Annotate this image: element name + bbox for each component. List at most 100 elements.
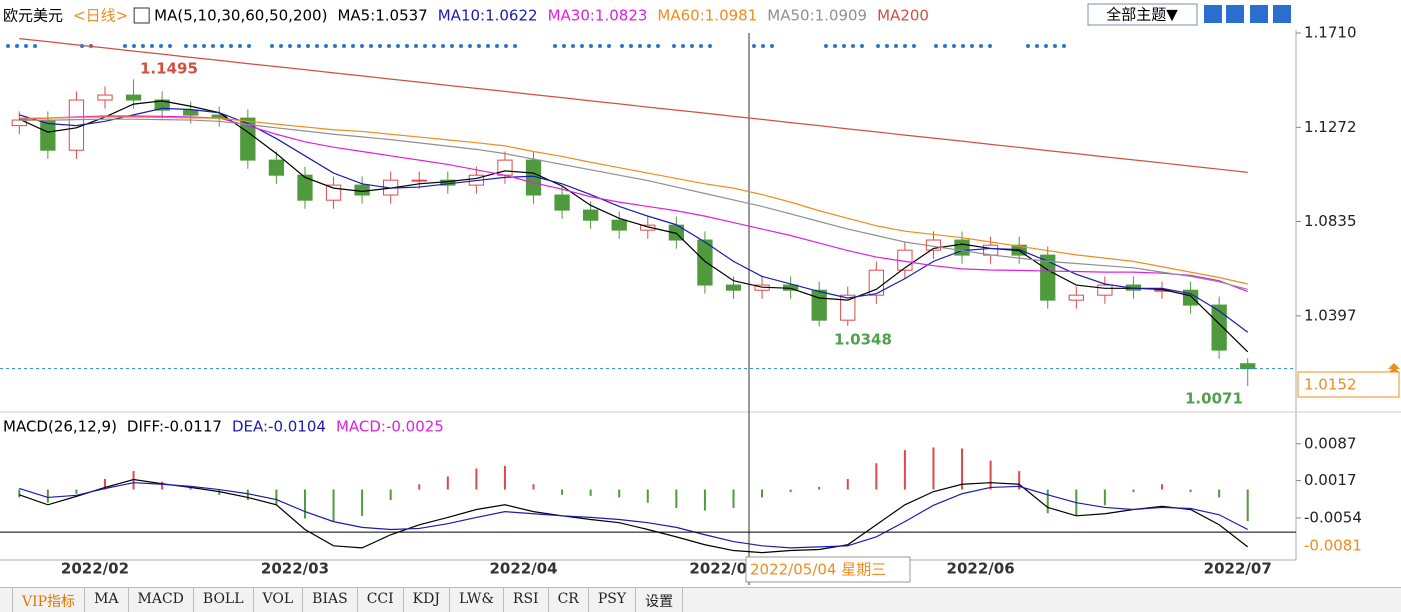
theme-button[interactable]: [1087, 3, 1198, 26]
tab[interactable]: MACD: [129, 588, 194, 612]
tab[interactable]: BOLL: [194, 588, 254, 612]
signal-dot: [279, 44, 283, 48]
legend-text: MA5:1.0537: [337, 7, 427, 25]
y-tick-label: 1.1710: [1304, 24, 1357, 42]
signal-dot: [297, 44, 301, 48]
tab[interactable]: BIAS: [303, 588, 358, 612]
background: [0, 0, 1401, 587]
candle-body: [1040, 254, 1056, 301]
signal-dot: [647, 44, 651, 48]
series-line: [19, 100, 1249, 353]
signal-dot: [270, 44, 274, 48]
signal-dot: [1062, 44, 1066, 48]
tab[interactable]: CCI: [358, 588, 404, 612]
candle-body: [1240, 363, 1256, 370]
candle-body: [297, 174, 313, 201]
signal-dot: [620, 44, 624, 48]
signal-dot: [168, 44, 172, 48]
tab[interactable]: 设置: [636, 588, 684, 612]
signal-dot: [513, 44, 517, 48]
signal-dot: [396, 44, 400, 48]
series-line: [19, 107, 1249, 333]
signal-dot: [562, 44, 566, 48]
signal-dot: [6, 44, 10, 48]
signal-dot: [288, 44, 292, 48]
legend-text: MA200: [877, 7, 929, 25]
crosshair-label: 2022/05/04 星期三: [750, 561, 886, 579]
candle-body: [154, 99, 170, 111]
series-line: [19, 482, 1248, 549]
candle-body: [354, 184, 370, 196]
tab[interactable]: CR: [549, 588, 589, 612]
indicator-tabs: VIP指标 MA MACD BOLL VOL BIAS CCI KDJ LW& RSI CR PSY 设…: [0, 587, 1401, 612]
candle-body: [497, 159, 513, 176]
signal-dot: [141, 44, 145, 48]
tab[interactable]: LW&: [450, 588, 504, 612]
signal-dot: [504, 44, 508, 48]
candle-body: [125, 94, 142, 101]
signal-dot: [1026, 44, 1030, 48]
candle-body: [40, 119, 56, 151]
candle-body: [611, 219, 627, 231]
signal-dot: [459, 44, 463, 48]
signal-dot: [903, 44, 907, 48]
candle-body: [868, 269, 884, 296]
signal-dot: [495, 44, 499, 48]
signal-dot: [934, 44, 938, 48]
signal-dot: [952, 44, 956, 48]
candle-body: [554, 194, 570, 211]
signal-dot: [851, 44, 855, 48]
legend-text: MACD:-0.0025: [336, 418, 444, 436]
signal-dot: [468, 44, 472, 48]
signal-dot: [860, 44, 864, 48]
signal-dot: [571, 44, 575, 48]
signal-dot: [238, 44, 242, 48]
tab[interactable]: VOL: [254, 588, 304, 612]
signal-dot: [708, 44, 712, 48]
signal-dot: [752, 44, 756, 48]
x-tick-label: 2022/04: [489, 560, 557, 578]
x-tick-label: 2022/02: [61, 560, 129, 578]
signal-dot: [833, 44, 837, 48]
y-tick-label: 0.0017: [1304, 471, 1357, 489]
current-value-label: -0.0081: [1304, 537, 1362, 555]
candle-body: [325, 184, 342, 201]
signal-dot: [770, 44, 774, 48]
candle-body: [268, 159, 285, 176]
plot: [18, 447, 1249, 554]
candle-body: [240, 117, 256, 161]
signal-dot: [247, 44, 251, 48]
signal-dot: [943, 44, 947, 48]
x-tick-label: 2022/03: [261, 560, 329, 578]
tab[interactable]: KDJ: [404, 588, 450, 612]
current-price-box: [1297, 371, 1400, 398]
legend-text: <日线>: [73, 7, 128, 25]
signal-dot: [132, 44, 136, 48]
signal-dot: [553, 44, 557, 48]
theme-button-label[interactable]: 全部主题▼: [1106, 6, 1178, 24]
signal-dot: [681, 44, 685, 48]
signal-dot: [486, 44, 490, 48]
current-price-label: 1.0152: [1304, 376, 1357, 394]
signal-dot: [333, 44, 337, 48]
tab[interactable]: MA: [85, 588, 129, 612]
tab[interactable]: PSY: [589, 588, 637, 612]
signal-dot: [387, 44, 391, 48]
signal-dot: [672, 44, 676, 48]
signal-dot: [1035, 44, 1039, 48]
price-marker: [1388, 363, 1400, 373]
plot: [11, 38, 1256, 387]
series-line: [19, 38, 1248, 173]
candle-body: [1068, 294, 1084, 301]
toolbar-icons[interactable]: [1204, 5, 1291, 23]
tab[interactable]: VIP指标: [12, 588, 86, 612]
chart: 全部主题▼ 欧元美元 <日线> MA(5,10,30,60,50,200) MA5:1…: [0, 0, 1401, 587]
candle-body: [840, 294, 856, 321]
signal-dot: [211, 44, 215, 48]
signal-dot: [423, 44, 427, 48]
signal-dot: [432, 44, 436, 48]
series-line: [19, 118, 1248, 290]
signal-dot: [638, 44, 642, 48]
tab[interactable]: RSI: [504, 588, 549, 612]
